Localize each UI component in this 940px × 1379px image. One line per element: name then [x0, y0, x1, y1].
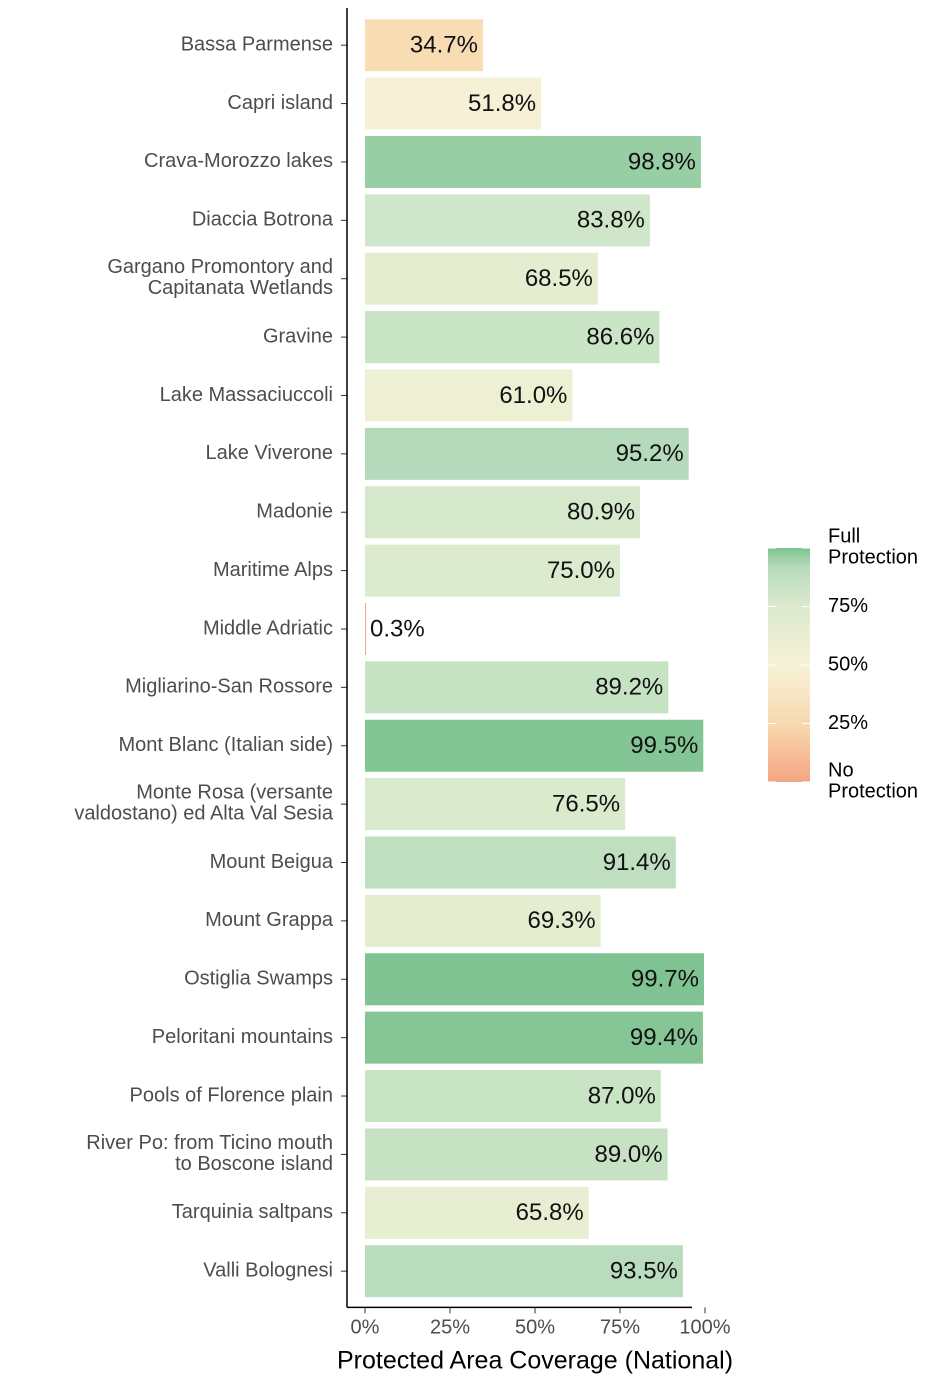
- y-tick-label: Ostiglia Swamps: [184, 968, 333, 990]
- bar: [365, 1245, 683, 1298]
- bar: [365, 486, 641, 539]
- y-tick-label: Bassa Parmense: [181, 33, 333, 55]
- bar: [365, 194, 650, 247]
- legend-label: No Protection: [828, 760, 918, 803]
- bar: [365, 252, 598, 305]
- value-label: 0.3%: [370, 615, 425, 642]
- y-tick-label: Valli Bolognesi: [203, 1259, 333, 1281]
- value-label: 80.9%: [567, 499, 635, 526]
- value-label: 98.8%: [628, 148, 696, 175]
- y-tick-label: Madonie: [256, 501, 333, 523]
- bar: [365, 1070, 661, 1123]
- bar: [365, 1011, 703, 1064]
- value-label: 68.5%: [525, 265, 593, 292]
- y-tick-label: Mount Beigua: [210, 851, 334, 873]
- bar: [365, 544, 620, 597]
- bar: [365, 836, 676, 889]
- value-label: 93.5%: [610, 1258, 678, 1285]
- value-label: 76.5%: [552, 790, 620, 817]
- value-label: 61.0%: [499, 382, 567, 409]
- value-label: 34.7%: [410, 32, 478, 59]
- x-axis-title: Protected Area Coverage (National): [337, 1347, 733, 1375]
- x-tick-label: 75%: [600, 1317, 640, 1339]
- value-label: 89.0%: [595, 1141, 663, 1168]
- value-label: 89.2%: [595, 674, 663, 701]
- bar: [365, 19, 483, 72]
- bar: [365, 661, 669, 714]
- y-tick-label: Maritime Alps: [213, 559, 333, 581]
- y-tick-label: Crava-Morozzo lakes: [144, 150, 333, 172]
- bar: [365, 953, 704, 1006]
- y-tick-label: Pools of Florence plain: [130, 1084, 333, 1106]
- y-tick-label: Gargano Promontory and Capitanata Wetland…: [107, 256, 333, 299]
- y-tick-label: Mont Blanc (Italian side): [118, 734, 333, 756]
- y-tick-label: Peloritani mountains: [152, 1026, 333, 1048]
- legend-label: 25%: [828, 712, 868, 734]
- y-tick-label: Gravine: [263, 325, 333, 347]
- bar: [365, 135, 701, 188]
- y-tick-label: Diaccia Botrona: [192, 209, 334, 231]
- bar: [365, 77, 542, 130]
- y-tick-label: Middle Adriatic: [203, 617, 333, 639]
- bar: [365, 778, 626, 831]
- value-label: 86.6%: [586, 323, 654, 350]
- bar: [365, 1186, 589, 1239]
- bar: [365, 427, 689, 480]
- value-label: 69.3%: [528, 907, 596, 934]
- value-label: 99.5%: [630, 732, 698, 759]
- value-label: 65.8%: [516, 1199, 584, 1226]
- bar: [365, 369, 573, 422]
- y-tick-label: Lake Viverone: [206, 442, 334, 464]
- x-tick-label: 50%: [515, 1317, 555, 1339]
- legend-label: 50%: [828, 653, 868, 675]
- value-label: 87.0%: [588, 1082, 656, 1109]
- value-label: 83.8%: [577, 207, 645, 234]
- x-tick-label: 100%: [679, 1317, 730, 1339]
- bar: [365, 719, 704, 772]
- y-tick-label: Monte Rosa (versante valdostano) ed Alta …: [74, 782, 334, 825]
- y-tick-label: River Po: from Ticino mouth to Boscone is…: [86, 1132, 333, 1175]
- value-label: 91.4%: [603, 849, 671, 876]
- bar: [365, 1128, 668, 1181]
- x-tick-label: 25%: [430, 1317, 470, 1339]
- y-tick-label: Mount Grappa: [205, 909, 334, 931]
- value-label: 99.7%: [631, 966, 699, 993]
- x-tick-label: 0%: [351, 1317, 380, 1339]
- value-label: 75.0%: [547, 557, 615, 584]
- value-label: 99.4%: [630, 1024, 698, 1051]
- bar: [365, 894, 601, 947]
- value-label: 95.2%: [616, 440, 684, 467]
- y-tick-label: Capri island: [227, 92, 333, 114]
- y-tick-label: Tarquinia saltpans: [172, 1201, 333, 1223]
- y-tick-label: Lake Massaciuccoli: [160, 384, 333, 406]
- legend-label: 75%: [828, 595, 868, 617]
- y-tick-label: Migliarino-San Rossore: [125, 676, 333, 698]
- bar: [365, 311, 660, 364]
- legend-label: Full Protection: [828, 526, 918, 569]
- bar: [365, 602, 367, 655]
- value-label: 51.8%: [468, 90, 536, 117]
